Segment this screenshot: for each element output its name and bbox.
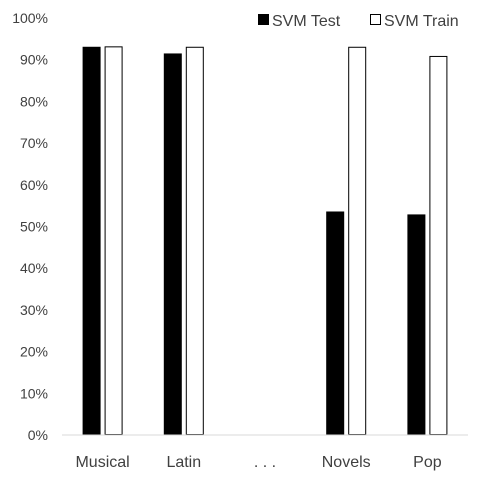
bar-svm-test [407, 214, 426, 435]
y-tick-label: 50% [20, 219, 48, 235]
y-tick-label: 30% [20, 302, 48, 318]
bar-svm-train [429, 55, 448, 436]
legend-label: SVM Train [384, 13, 459, 30]
legend: SVM Test SVM Train [258, 13, 459, 30]
y-tick-label: 100% [12, 10, 48, 26]
category-labels: Musical Latin . . . Novels Pop [75, 454, 441, 471]
bar-svm-test [163, 53, 182, 435]
bar-svm-test [326, 211, 345, 435]
y-tick-label: 60% [20, 177, 48, 193]
y-tick-label: 0% [28, 427, 48, 443]
y-tick-label: 80% [20, 93, 48, 109]
y-axis-tick-labels: 0% 10% 20% 30% 40% 50% 60% 70% 80% 90% 100% [12, 10, 48, 443]
x-category-label: Novels [322, 454, 371, 471]
bar-svm-train [348, 46, 367, 435]
legend-swatch [258, 14, 269, 25]
bar-svm-train [104, 46, 123, 436]
y-tick-label: 70% [20, 135, 48, 151]
y-tick-label: 90% [20, 52, 48, 68]
x-category-label: Pop [413, 454, 442, 471]
y-tick-label: 20% [20, 344, 48, 360]
legend-swatch [370, 14, 381, 25]
bars [82, 46, 448, 436]
legend-label: SVM Test [272, 13, 341, 30]
x-category-label: . . . [254, 454, 276, 471]
x-category-label: Musical [75, 454, 129, 471]
y-tick-label: 40% [20, 260, 48, 276]
bar-svm-test [82, 46, 101, 435]
x-category-label: Latin [166, 454, 201, 471]
y-tick-label: 10% [20, 385, 48, 401]
bar-svm-train [185, 46, 204, 435]
